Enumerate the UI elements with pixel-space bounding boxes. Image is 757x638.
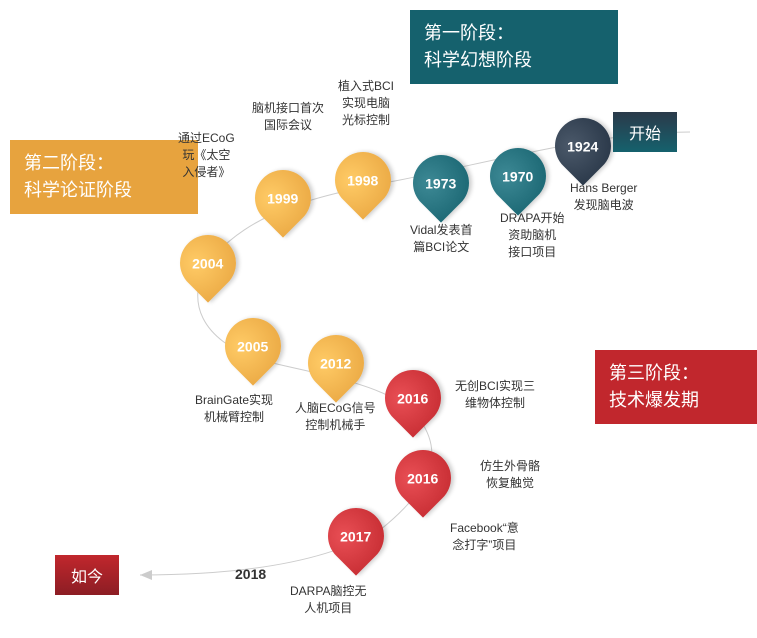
drop-d2016a: 2016 xyxy=(373,358,452,437)
stage-box-2: 第二阶段：科学论证阶段 xyxy=(10,140,198,214)
end-year: 2018 xyxy=(235,565,266,585)
drop-d2012: 2012 xyxy=(296,323,375,402)
caption-d1998: 植入式BCI实现电脑光标控制 xyxy=(338,78,394,128)
stage-box-1: 第一阶段：科学幻想阶段 xyxy=(410,10,618,84)
caption-d2012: 人脑ECoG信号控制机械手 xyxy=(295,400,376,434)
caption-d1924: Hans Berger发现脑电波 xyxy=(570,180,637,214)
caption-d2005: BrainGate实现机械臂控制 xyxy=(195,392,273,426)
drop-d2017: 2017 xyxy=(316,496,395,575)
drop-d1924: 1924 xyxy=(543,106,622,185)
caption-d2016b: 仿生外骨骼恢复触觉 xyxy=(480,458,540,492)
drop-d1999: 1999 xyxy=(243,158,322,237)
drop-d2016b: 2016 xyxy=(383,438,462,517)
drop-d2004: 2004 xyxy=(168,223,247,302)
caption-d2004: 通过ECoG玩《太空入侵者》 xyxy=(178,130,235,180)
caption-ddarpa: DARPA脑控无人机项目 xyxy=(290,583,366,617)
drop-d1973: 1973 xyxy=(401,143,480,222)
caption-d1973: Vidal发表首篇BCI论文 xyxy=(410,222,472,256)
end-label: 如今 xyxy=(55,555,119,595)
drop-d2005: 2005 xyxy=(213,306,292,385)
drop-d1998: 1998 xyxy=(323,140,402,219)
caption-d1970: DRAPA开始资助脑机接口项目 xyxy=(500,210,564,260)
drop-d1970: 1970 xyxy=(478,136,557,215)
caption-d1999: 脑机接口首次国际会议 xyxy=(252,100,324,134)
caption-d2016a: 无创BCI实现三维物体控制 xyxy=(455,378,535,412)
caption-d2017: Facebook“意念打字”项目 xyxy=(450,520,519,554)
stage-box-3: 第三阶段：技术爆发期 xyxy=(595,350,757,424)
start-label: 开始 xyxy=(613,112,677,152)
